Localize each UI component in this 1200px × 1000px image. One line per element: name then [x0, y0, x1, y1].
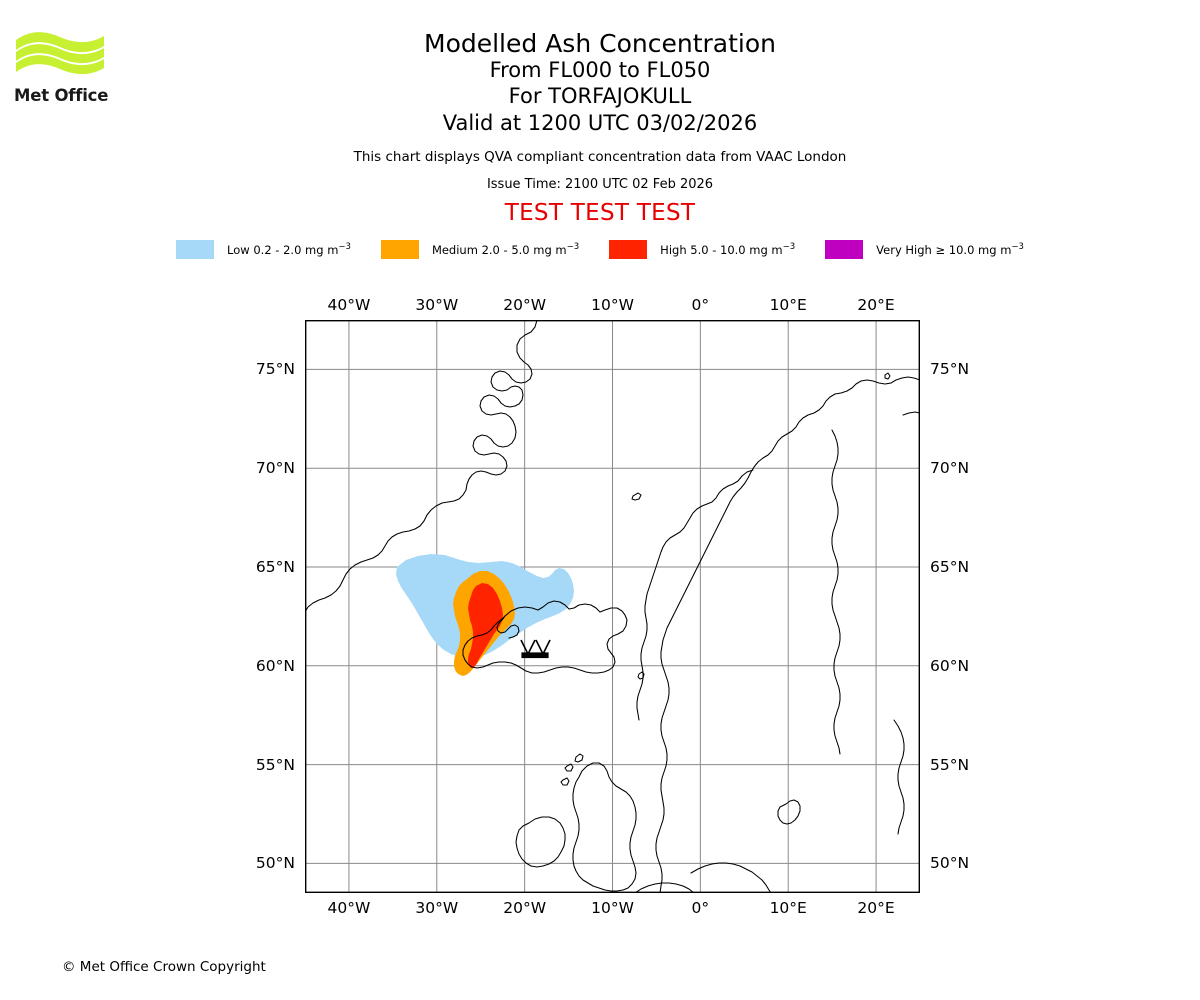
- coastline-jan-mayen: [631, 492, 642, 501]
- legend-swatch-low: [176, 240, 215, 259]
- coastline-baltic: [893, 719, 905, 835]
- lat-tick-left-1: 55°N: [255, 755, 295, 774]
- lon-tick-bottom-1: 30°W: [415, 899, 459, 917]
- lon-tick-bottom-6: 20°E: [857, 899, 895, 917]
- lat-tick-right-5: 75°N: [930, 360, 970, 379]
- title-block: Modelled Ash Concentration From FL000 to…: [0, 0, 1200, 226]
- coastline-scotland-isles: [560, 753, 584, 786]
- lon-tick-bottom-0: 40°W: [327, 899, 371, 917]
- lat-tick-right-0: 50°N: [930, 854, 970, 873]
- lat-tick-left-3: 65°N: [255, 557, 295, 576]
- lon-tick-bottom-3: 10°W: [591, 899, 634, 917]
- legend-label-very-high: Very High ≥ 10.0 mg m−3: [876, 242, 1024, 257]
- copyright-notice: © Met Office Crown Copyright: [62, 959, 266, 975]
- legend-label-low: Low 0.2 - 2.0 mg m−3: [227, 242, 351, 257]
- ash-plume-high: [468, 583, 503, 668]
- lat-tick-right-1: 55°N: [930, 755, 970, 774]
- volcano-marker-torfajokull: [520, 639, 551, 659]
- title-volcano: For TORFAJOKULL: [508, 84, 692, 109]
- legend-item-low: Low 0.2 - 2.0 mg m−3: [176, 240, 351, 259]
- coastline-iceland: [462, 600, 628, 674]
- coastline-continental-europe: [690, 862, 772, 893]
- map-plot-area: 40°W 40°W 30°W 30°W 20°W 20°W 10°W 10°W 0° 0° 10°E…: [256, 296, 969, 917]
- legend-swatch-high: [609, 240, 648, 259]
- issue-time: Issue Time: 2100 UTC 02 Feb 2026: [486, 177, 714, 193]
- title-valid-time: Valid at 1200 UTC 03/02/2026: [442, 110, 758, 135]
- page-title: Modelled Ash Concentration: [424, 29, 776, 58]
- legend-item-medium: Medium 2.0 - 5.0 mg m−3: [380, 240, 580, 259]
- coastline-iceland-westfjords: [496, 615, 520, 639]
- lon-tick-top-1: 30°W: [415, 296, 459, 314]
- test-banner: TEST TEST TEST: [504, 200, 696, 227]
- legend-label-high: High 5.0 - 10.0 mg m−3: [660, 242, 796, 257]
- coastline-norway-fjords: [636, 469, 754, 721]
- met-office-waves-icon: [16, 32, 104, 75]
- map-canvas: [305, 320, 920, 893]
- lat-tick-right-3: 65°N: [930, 557, 970, 576]
- legend-swatch-medium: [380, 240, 419, 259]
- qva-note: This chart displays QVA compliant concen…: [353, 149, 847, 166]
- lon-tick-top-3: 10°W: [591, 296, 634, 314]
- title-flight-levels: From FL000 to FL050: [489, 58, 711, 82]
- coastline-denmark: [777, 799, 801, 825]
- lat-tick-right-2: 60°N: [930, 656, 970, 675]
- lon-tick-top-2: 20°W: [503, 296, 547, 314]
- met-office-logo-text: Met Office: [14, 86, 109, 105]
- concentration-legend: Low 0.2 - 2.0 mg m−3 Medium 2.0 - 5.0 mg…: [0, 240, 1200, 259]
- lat-tick-left-5: 75°N: [255, 360, 295, 379]
- lat-tick-right-4: 70°N: [930, 459, 970, 478]
- coastline-kola: [902, 411, 920, 416]
- coastline-sweden: [831, 429, 841, 755]
- legend-item-very-high: Very High ≥ 10.0 mg m−3: [825, 240, 1024, 259]
- map-frame: [305, 320, 920, 893]
- lat-tick-left-0: 50°N: [255, 854, 295, 873]
- legend-swatch-very-high: [825, 240, 864, 259]
- legend-item-high: High 5.0 - 10.0 mg m−3: [609, 240, 795, 259]
- met-office-logo: Met Office: [14, 28, 126, 113]
- lat-tick-left-4: 70°N: [255, 459, 295, 478]
- lon-tick-top-4: 0°: [691, 296, 710, 314]
- coastline-ireland: [515, 816, 566, 868]
- coastline-norway: [655, 376, 920, 893]
- lon-tick-bottom-2: 20°W: [503, 899, 547, 917]
- coastline-france-north: [634, 882, 695, 893]
- lon-tick-top-6: 20°E: [857, 296, 895, 314]
- lon-tick-top-0: 40°W: [327, 296, 371, 314]
- legend-label-medium: Medium 2.0 - 5.0 mg m−3: [431, 242, 580, 257]
- lon-tick-bottom-4: 0°: [691, 899, 710, 917]
- lat-tick-left-2: 60°N: [255, 656, 295, 675]
- coastline-great-britain: [572, 762, 637, 892]
- coastline-greenland: [305, 320, 538, 613]
- coastline-svalbard-islet: [884, 372, 891, 380]
- lon-tick-bottom-5: 10°E: [769, 899, 807, 917]
- lon-tick-top-5: 10°E: [769, 296, 807, 314]
